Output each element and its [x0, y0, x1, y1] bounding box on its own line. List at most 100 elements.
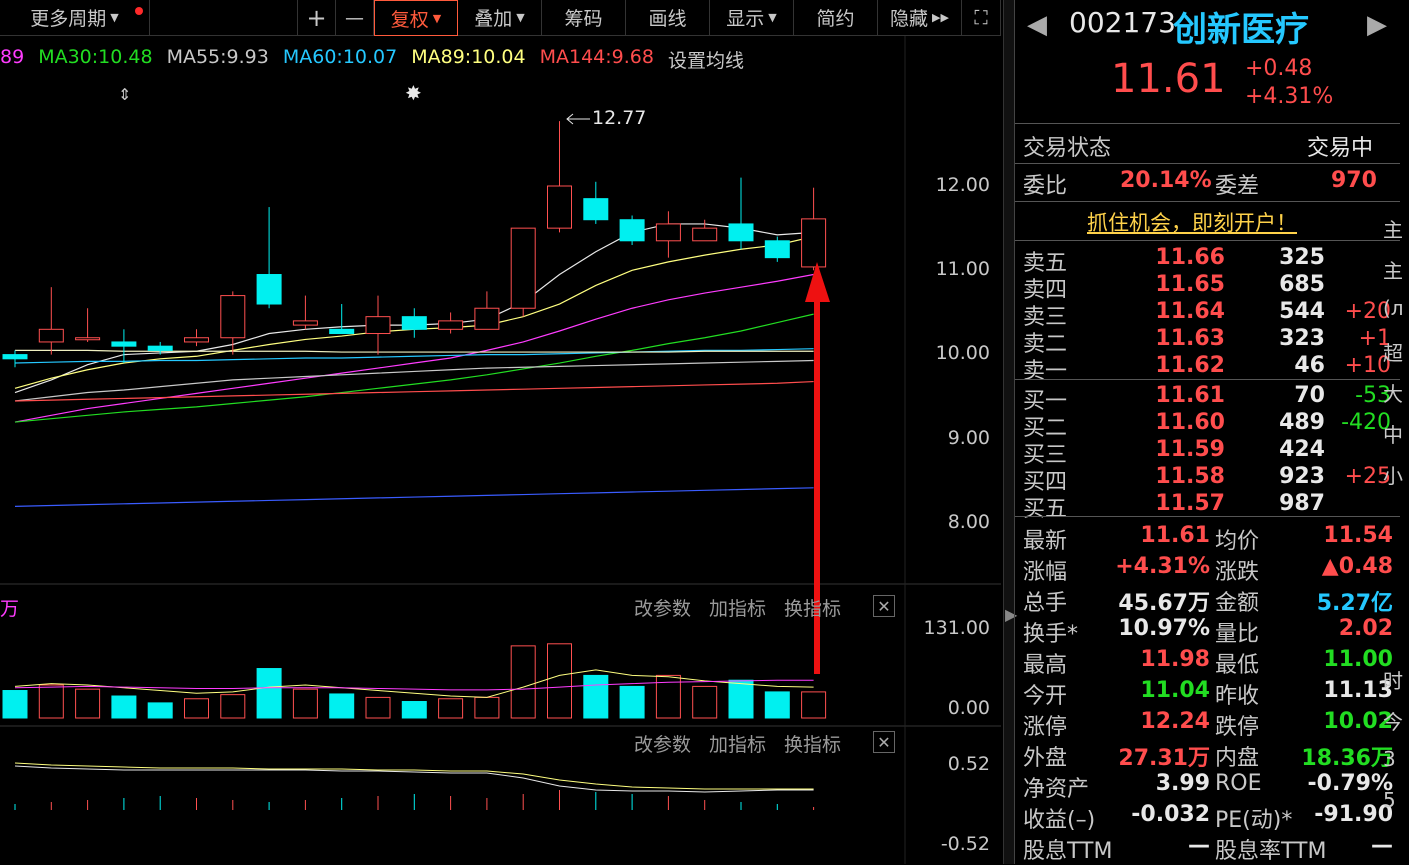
- stat-value: 11.13: [1323, 678, 1393, 703]
- order-price: 11.61: [1155, 383, 1225, 408]
- stat-value: 11.04: [1140, 678, 1210, 703]
- candle-body: [38, 328, 64, 343]
- set-ma-button[interactable]: 设置均线: [667, 50, 744, 72]
- candle-body: [365, 316, 391, 335]
- hide-button[interactable]: 隐藏 ▶▶: [878, 0, 962, 36]
- ma-line: [15, 349, 814, 353]
- more-periods-button[interactable]: 更多周期 ▼: [0, 0, 150, 36]
- chips-button[interactable]: 筹码: [542, 0, 626, 36]
- clipped-label: 时: [1383, 669, 1403, 693]
- order-book-row[interactable]: 买一 11.61 70 -53: [1023, 383, 1393, 414]
- ma-line: [14, 313, 814, 423]
- clipped-label: 3: [1383, 747, 1396, 771]
- change-params-button[interactable]: 改参数: [634, 734, 692, 756]
- weibi-value: 20.14%: [1120, 168, 1212, 193]
- candle-body: [583, 198, 609, 221]
- order-book-row[interactable]: 卖四 11.65 685: [1023, 272, 1393, 303]
- order-level-label: 卖四: [1023, 278, 1068, 303]
- stat-value: 11.54: [1323, 523, 1393, 548]
- volume-bar: [111, 695, 137, 719]
- volume-ma-line: [14, 679, 814, 691]
- next-stock-icon[interactable]: ▶: [1367, 10, 1387, 40]
- order-price: 11.58: [1155, 464, 1225, 489]
- order-volume: 987: [1279, 491, 1325, 516]
- divider: [1015, 379, 1400, 380]
- clipped-label: 小: [1383, 464, 1403, 488]
- change-params-button[interactable]: 改参数: [634, 598, 692, 620]
- order-book-row[interactable]: 买四 11.58 923 +25: [1023, 464, 1393, 495]
- kline-chart[interactable]: ⇕ ✸: [0, 0, 1001, 864]
- candle-body: [728, 223, 754, 242]
- ma-line: [14, 487, 814, 507]
- volume-tick: 0.00: [947, 697, 990, 719]
- prev-stock-icon[interactable]: ◀: [1027, 10, 1047, 40]
- candle-body: [655, 223, 681, 242]
- price-tick: 12.00: [935, 174, 990, 196]
- switch-indicator-button[interactable]: 换指标: [784, 598, 842, 620]
- overlay-button[interactable]: 叠加 ▼: [458, 0, 542, 36]
- volume-bar: [474, 696, 500, 719]
- stat-value: 11.98: [1140, 647, 1210, 672]
- close-icon[interactable]: ✕: [873, 731, 895, 753]
- simple-button[interactable]: 简约: [794, 0, 878, 36]
- fuquan-button[interactable]: 复权 ▼: [374, 0, 458, 36]
- candle-body: [474, 307, 500, 330]
- draw-line-button[interactable]: 画线: [626, 0, 710, 36]
- volume-bar: [292, 688, 318, 719]
- chevron-down-icon: ▼: [516, 11, 525, 24]
- display-button[interactable]: 显示 ▼: [710, 0, 794, 36]
- order-level-label: 卖二: [1023, 332, 1068, 357]
- open-account-link[interactable]: 抓住机会，即刻开户！: [1087, 211, 1297, 235]
- clipped-label: 超: [1383, 341, 1403, 365]
- order-book-row[interactable]: 买二 11.60 489 -420: [1023, 410, 1393, 441]
- stat-value: 5.27亿: [1316, 591, 1393, 616]
- clipped-label: 主: [1383, 218, 1403, 242]
- candle-body: [510, 227, 536, 309]
- kline-chart-area[interactable]: ⇕ ✸ 更多周期 ▼ + — 复权 ▼ 叠加 ▼ 筹码 画线 显示 ▼ 简约 隐藏 ▶▶ …: [0, 0, 1001, 864]
- order-book-row[interactable]: 卖二 11.63 323 +1: [1023, 326, 1393, 357]
- weibi-label: 委比: [1023, 174, 1068, 199]
- fullscreen-icon: ⛶: [974, 6, 988, 29]
- stat-label: 最新: [1023, 529, 1068, 554]
- ma-legend-item: MA60:10.07: [282, 46, 398, 68]
- order-book-row[interactable]: 卖五 11.66 325: [1023, 245, 1393, 276]
- stat-value: 10.97%: [1118, 616, 1210, 641]
- order-book-row[interactable]: 卖三 11.64 544 +20: [1023, 299, 1393, 330]
- volume-ma-line: [14, 669, 814, 698]
- add-indicator-button[interactable]: 加指标: [709, 734, 767, 756]
- zoom-out-button[interactable]: —: [336, 0, 374, 36]
- candle-body: [292, 320, 318, 326]
- volume-bar: [801, 691, 827, 719]
- more-periods-label: 更多周期: [30, 8, 107, 30]
- order-book-row[interactable]: 买三 11.59 424: [1023, 437, 1393, 468]
- indicator-tick: 0.52: [947, 753, 990, 775]
- stat-label: 量比: [1215, 622, 1260, 647]
- stat-label: 涨幅: [1023, 560, 1068, 585]
- order-price: 11.57: [1155, 491, 1225, 516]
- volume-bar: [764, 691, 790, 719]
- ma-legend-item: 89: [0, 46, 25, 68]
- volume-bar: [184, 698, 209, 719]
- draw-line-label: 画线: [648, 8, 687, 30]
- stat-row: 换手* 10.97% 量比 2.02: [1023, 616, 1393, 647]
- divider: [1015, 123, 1400, 124]
- display-label: 显示: [726, 8, 765, 30]
- event-marker: ⇕: [118, 85, 131, 104]
- fullscreen-button[interactable]: ⛶: [962, 0, 1001, 36]
- candle-body: [801, 218, 827, 268]
- quote-panel: ◀ 002173 创新医疗 ▶ 11.61 +0.48 +4.31% 交易状态 …: [1014, 0, 1409, 864]
- panel-splitter[interactable]: ▶: [1003, 0, 1017, 864]
- order-book-row[interactable]: 卖一 11.62 46 +10: [1023, 353, 1393, 384]
- close-icon[interactable]: ✕: [873, 595, 895, 617]
- switch-indicator-button[interactable]: 换指标: [784, 734, 842, 756]
- stat-label: 内盘: [1215, 746, 1260, 771]
- stat-label: 收益(–): [1023, 808, 1096, 833]
- stat-label: 涨跌: [1215, 560, 1260, 585]
- order-book-row[interactable]: 买五 11.57 987: [1023, 491, 1393, 522]
- order-price: 11.59: [1155, 437, 1225, 462]
- stat-value: 10.02: [1323, 709, 1393, 734]
- order-level-label: 卖五: [1023, 251, 1068, 276]
- zoom-in-button[interactable]: +: [298, 0, 336, 36]
- add-indicator-button[interactable]: 加指标: [709, 598, 767, 620]
- indicator-tick: -0.52: [940, 833, 990, 855]
